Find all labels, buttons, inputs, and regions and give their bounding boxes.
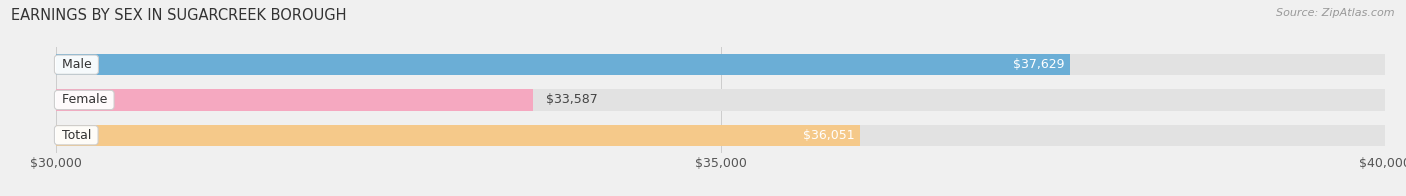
- Text: Male: Male: [58, 58, 96, 71]
- Text: $36,051: $36,051: [803, 129, 855, 142]
- Text: $37,629: $37,629: [1014, 58, 1064, 71]
- Text: EARNINGS BY SEX IN SUGARCREEK BOROUGH: EARNINGS BY SEX IN SUGARCREEK BOROUGH: [11, 8, 347, 23]
- Text: Source: ZipAtlas.com: Source: ZipAtlas.com: [1277, 8, 1395, 18]
- Bar: [56, 89, 533, 111]
- Text: $33,587: $33,587: [546, 93, 598, 106]
- Bar: [56, 89, 1385, 111]
- Bar: [56, 125, 860, 146]
- Bar: [56, 54, 1070, 75]
- Text: Female: Female: [58, 93, 111, 106]
- Bar: [56, 54, 1385, 75]
- Bar: [56, 125, 1385, 146]
- Text: Total: Total: [58, 129, 96, 142]
